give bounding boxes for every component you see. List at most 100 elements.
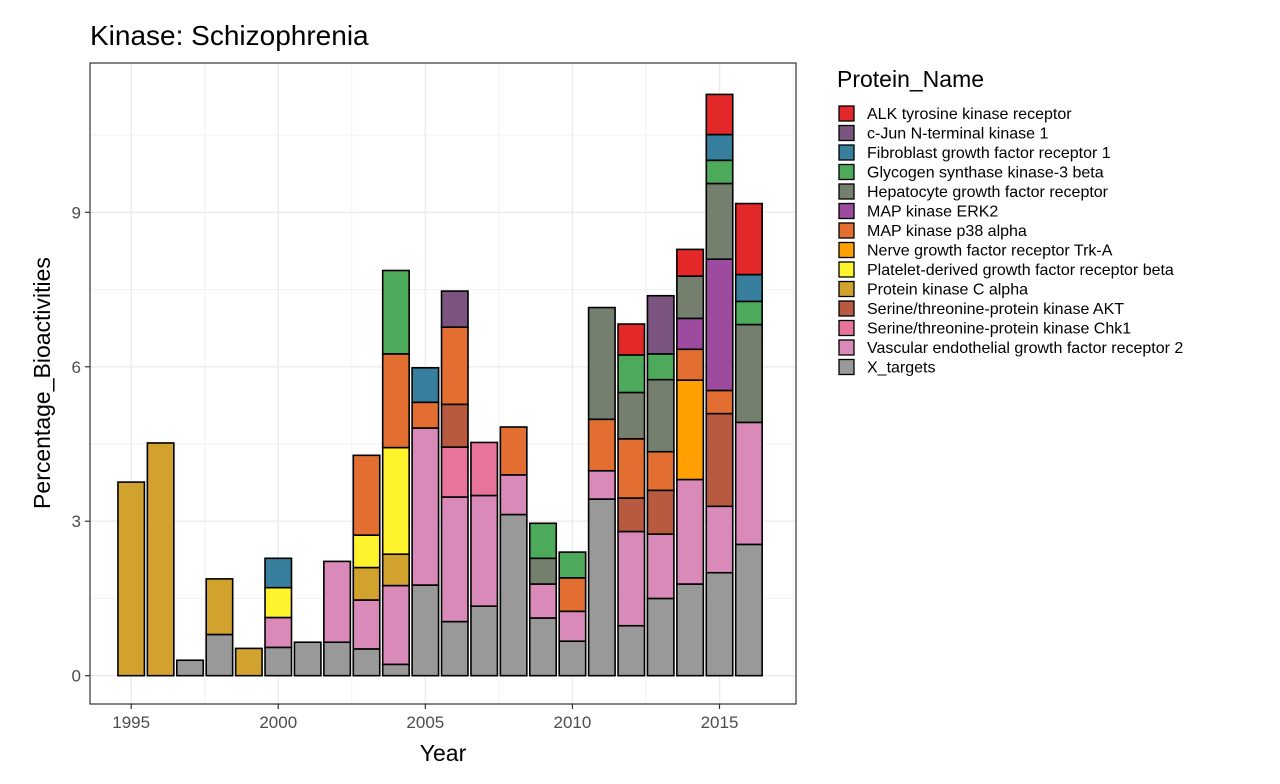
bar-segment-2013-serine-threonine-protein-kinase-akt	[646, 489, 675, 535]
bar-segment-2015-map-kinase-erk2	[705, 258, 734, 392]
bar-segment-2004-x-targets	[381, 663, 410, 677]
legend-label-protein-kinase-c-alpha: Protein kinase C alpha	[867, 282, 1028, 299]
bar-segment-2007-x-targets	[470, 605, 499, 677]
bar-segment-2014-nerve-growth-factor-receptor-trk-a	[676, 379, 705, 481]
x-axis: 1995 2000 2005 2010 2015	[112, 704, 738, 732]
bar-segment-2015-vascular-endothelial-growth-factor-receptor-2	[705, 505, 734, 574]
legend-swatch-glycogen-synthase-kinase-3-beta	[838, 163, 855, 181]
x-axis-title: Year	[420, 740, 467, 766]
bar-segment-2005-vascular-endothelial-growth-factor-receptor-2	[411, 427, 440, 586]
bar-segment-2015-alk-tyrosine-kinase-receptor	[705, 93, 734, 136]
bar-segment-1998-x-targets	[205, 633, 234, 677]
bar-segment-2014-vascular-endothelial-growth-factor-receptor-2	[676, 478, 705, 585]
plot-panel	[89, 62, 797, 705]
legend-label-vascular-endothelial-growth-factor-receptor-2: Vascular endothelial growth factor recep…	[867, 340, 1183, 357]
bar-segment-2000-vascular-endothelial-growth-factor-receptor-2	[264, 616, 293, 649]
bar-segment-2014-x-targets	[676, 583, 705, 677]
legend-label-map-kinase-p38-alpha: MAP kinase p38 alpha	[867, 223, 1027, 240]
bar-segment-2016-glycogen-synthase-kinase-3-beta	[734, 300, 763, 326]
bar-segment-2003-map-kinase-p38-alpha	[352, 454, 381, 536]
x-tick-label: 2015	[701, 713, 739, 732]
legend-label-platelet-derived-growth-factor-receptor-beta: Platelet-derived growth factor receptor …	[867, 262, 1174, 279]
bar-segment-2008-x-targets	[499, 513, 528, 677]
bar-segment-2003-protein-kinase-c-alpha	[352, 566, 381, 601]
bar-segment-2000-x-targets	[264, 646, 293, 677]
legend-swatch-alk-tyrosine-kinase-receptor	[838, 105, 855, 122]
bar-segment-2002-x-targets	[323, 641, 352, 677]
bar-segment-2008-map-kinase-p38-alpha	[499, 426, 528, 476]
legend-swatch-c-jun-n-terminal-kinase-1	[838, 124, 855, 142]
bar-segment-2005-x-targets	[411, 584, 440, 677]
bar-segment-2013-x-targets	[646, 597, 675, 677]
bar-segment-2015-hepatocyte-growth-factor-receptor	[705, 182, 734, 260]
legend-swatch-hepatocyte-growth-factor-receptor	[838, 183, 855, 200]
bar-segment-2003-x-targets	[352, 648, 381, 677]
bar-segment-2008-vascular-endothelial-growth-factor-receptor-2	[499, 474, 528, 516]
bar-segment-2016-x-targets	[734, 543, 763, 677]
bar-segment-2013-c-jun-n-terminal-kinase-1	[646, 294, 675, 355]
bar-segment-2016-alk-tyrosine-kinase-receptor	[734, 202, 763, 276]
bar-segment-2003-platelet-derived-growth-factor-receptor-beta	[352, 534, 381, 569]
bar-segment-2016-vascular-endothelial-growth-factor-receptor-2	[734, 421, 763, 546]
legend-swatch-platelet-derived-growth-factor-receptor-beta	[838, 261, 855, 278]
bar-segment-2009-hepatocyte-growth-factor-receptor	[528, 557, 558, 585]
bar-segment-2013-map-kinase-p38-alpha	[646, 450, 675, 492]
bar-segment-2004-vascular-endothelial-growth-factor-receptor-2	[381, 584, 410, 666]
bar-segment-2012-vascular-endothelial-growth-factor-receptor-2	[617, 530, 646, 627]
legend-swatch-map-kinase-p38-alpha	[838, 222, 855, 239]
bar-segment-2011-x-targets	[587, 498, 616, 677]
bar-segment-2013-vascular-endothelial-growth-factor-receptor-2	[646, 533, 675, 600]
legend-label-x-targets: X_targets	[867, 360, 935, 377]
bar-segment-2003-vascular-endothelial-growth-factor-receptor-2	[352, 599, 381, 650]
bar-segment-2007-vascular-endothelial-growth-factor-receptor-2	[470, 494, 499, 607]
bar-segment-2005-fibroblast-growth-factor-receptor-1	[411, 366, 440, 404]
bar-segment-2006-map-kinase-p38-alpha	[440, 326, 469, 406]
bar-segment-2015-x-targets	[705, 571, 734, 677]
legend-swatch-fibroblast-growth-factor-receptor-1	[838, 144, 855, 161]
bar-segment-2009-x-targets	[528, 617, 558, 677]
legend-swatch-x-targets	[838, 358, 855, 376]
legend-label-serine-threonine-protein-kinase-chk1: Serine/threonine-protein kinase Chk1	[867, 321, 1131, 338]
bar-segment-2012-map-kinase-p38-alpha	[617, 438, 646, 499]
bar-segment-2006-x-targets	[440, 620, 469, 677]
bar-segment-2014-hepatocyte-growth-factor-receptor	[676, 275, 705, 320]
legend-swatch-vascular-endothelial-growth-factor-receptor-2	[838, 339, 855, 356]
legend-swatch-nerve-growth-factor-receptor-trk-a	[838, 241, 855, 259]
bar-segment-1995-protein-kinase-c-alpha	[117, 481, 146, 677]
bar-segment-2016-hepatocyte-growth-factor-receptor	[734, 323, 763, 424]
bar-segment-2013-hepatocyte-growth-factor-receptor	[646, 378, 675, 453]
bar-segment-2004-map-kinase-p38-alpha	[381, 353, 410, 449]
bar-segment-2012-alk-tyrosine-kinase-receptor	[617, 323, 646, 356]
bar-segment-2002-vascular-endothelial-growth-factor-receptor-2	[323, 560, 352, 644]
bar-segment-1999-protein-kinase-c-alpha	[234, 647, 263, 677]
legend-swatch-map-kinase-erk2	[838, 202, 855, 220]
bar-segment-2006-vascular-endothelial-growth-factor-receptor-2	[440, 496, 469, 623]
x-tick-label: 1995	[112, 713, 150, 732]
bar-segment-2006-serine-threonine-protein-kinase-chk1	[440, 446, 469, 498]
bar-segment-2004-glycogen-synthase-kinase-3-beta	[381, 269, 410, 355]
x-tick-label: 2010	[554, 713, 592, 732]
bar-segment-2012-hepatocyte-growth-factor-receptor	[617, 391, 646, 440]
x-tick-label: 2005	[406, 713, 444, 732]
y-axis-title: Percentage_Bioactivities	[29, 257, 55, 509]
bar-segment-2009-vascular-endothelial-growth-factor-receptor-2	[528, 583, 558, 619]
bar-segment-1998-protein-kinase-c-alpha	[205, 578, 234, 636]
bar-segment-2013-glycogen-synthase-kinase-3-beta	[646, 353, 675, 381]
bar-segment-2012-x-targets	[617, 624, 646, 677]
legend-label-serine-threonine-protein-kinase-akt: Serine/threonine-protein kinase AKT	[867, 301, 1124, 318]
legend-title: Protein_Name	[837, 66, 984, 92]
bar-segment-2006-serine-threonine-protein-kinase-akt	[440, 403, 469, 448]
bar-segment-2001-x-targets	[293, 641, 322, 677]
bar-segment-2015-fibroblast-growth-factor-receptor-1	[705, 133, 734, 162]
bar-segment-2012-glycogen-synthase-kinase-3-beta	[617, 354, 646, 394]
bar-segment-2015-glycogen-synthase-kinase-3-beta	[705, 159, 734, 185]
bar-segment-2011-map-kinase-p38-alpha	[587, 418, 616, 472]
legend-label-fibroblast-growth-factor-receptor-1: Fibroblast growth factor receptor 1	[867, 145, 1111, 162]
y-axis: 0 3 6 9	[72, 203, 90, 686]
chart-title: Kinase: Schizophrenia	[90, 20, 369, 51]
bar-segment-2014-alk-tyrosine-kinase-receptor	[676, 248, 705, 277]
legend-label-hepatocyte-growth-factor-receptor: Hepatocyte growth factor receptor	[867, 184, 1109, 201]
legend-label-map-kinase-erk2: MAP kinase ERK2	[867, 204, 998, 221]
legend-label-glycogen-synthase-kinase-3-beta: Glycogen synthase kinase-3 beta	[867, 165, 1104, 182]
y-tick-label: 9	[72, 203, 81, 222]
